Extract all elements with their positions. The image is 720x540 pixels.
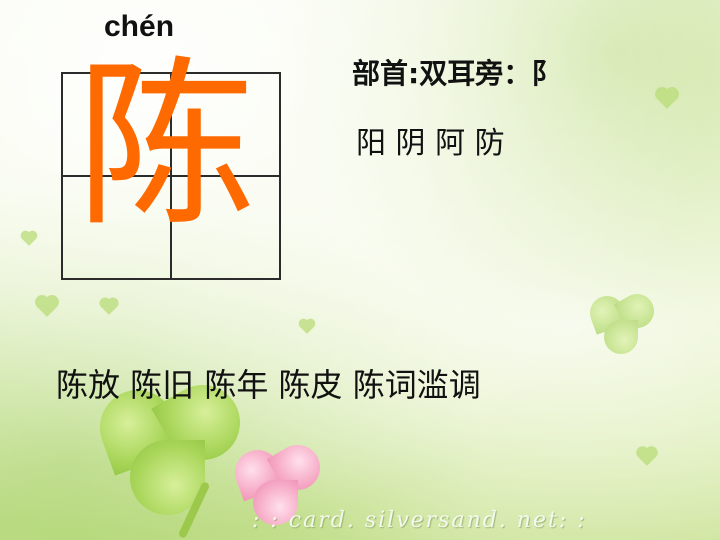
related-characters: 阳 阴 阿 防	[356, 126, 505, 161]
radical-label: 部首:双耳旁：阝	[352, 57, 560, 90]
main-character: 陈	[76, 42, 257, 251]
example-words: 陈放 陈旧 陈年 陈皮 陈词滥调	[56, 366, 481, 404]
grid-horizontal-line	[63, 175, 279, 177]
writing-grid	[61, 72, 281, 280]
watermark-text: : : card. silversand. net: :	[252, 508, 587, 533]
small-clover-icon	[580, 287, 670, 360]
pinyin-label: chén	[104, 10, 175, 43]
